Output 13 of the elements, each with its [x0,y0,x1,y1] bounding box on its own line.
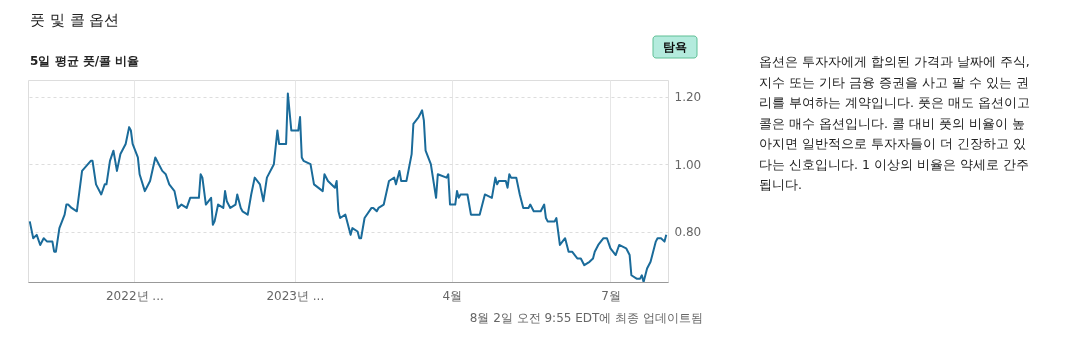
x-tick-label: 2023년 ... [266,288,325,303]
y-tick-label: 0.80 [674,225,702,239]
text: 옵션은 투자자에게 합의된 가격과 날짜에 주식, 지수 또는 기타 금융 증권을 사고 팔 수 있는 권 리를 부여하는 계약입니다. 풋은 매도 옵션이고 콜은 매수 옵션입니다. 콜 대비 풋의 비율이 높 아지면 일반적으로 투자자들이 더 긴장하고 있 다는 신호입니다. 1 이상의 비율은 약세로 간주 됩니다. [759,54,1030,192]
x-tick-label: 4월 [442,288,463,303]
y-tick-label: 1.20 [674,90,702,105]
text: 8월 2일 오전 9:55 EDT에 최종 업데이트됨 [469,311,703,325]
x-tick-label: 7월 [601,288,621,303]
text: 탐욕 [663,40,687,54]
chart-subtitle: 5일 평균 풋/콜 비율 [30,54,140,68]
chart-title: 풋 및 콜 옵션 [30,11,120,29]
line-series [28,92,668,282]
x-tick-label: 2022년 ... [105,288,164,303]
y-tick-label: 1.00 [674,157,702,172]
